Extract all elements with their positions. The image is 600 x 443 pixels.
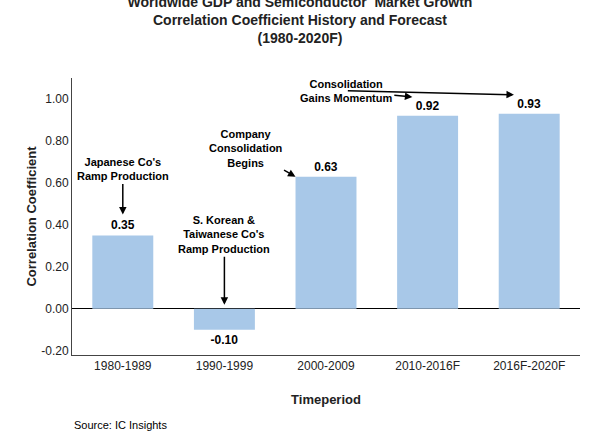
svg-text:-0.10: -0.10 [211,333,239,347]
svg-text:0.80: 0.80 [45,134,69,148]
svg-text:S. Korean &Taiwanese Co'sRamp: S. Korean &Taiwanese Co'sRamp Production [178,214,270,255]
svg-text:0.40: 0.40 [45,218,69,232]
svg-text:Japanese Co'sRamp Production: Japanese Co'sRamp Production [77,156,169,182]
svg-text:1990-1999: 1990-1999 [196,359,254,373]
svg-text:0.35: 0.35 [111,218,135,232]
svg-text:0.20: 0.20 [45,260,69,274]
svg-text:1980-1989: 1980-1989 [94,359,152,373]
svg-text:2010-2016F: 2010-2016F [395,359,460,373]
svg-text:2000-2009: 2000-2009 [297,359,355,373]
svg-text:0.60: 0.60 [45,176,69,190]
svg-text:Worldwide GDP and Semiconducto: Worldwide GDP and Semiconductor Market G… [128,0,473,46]
svg-text:0.93: 0.93 [517,97,541,111]
svg-text:CompanyConsolidationBegins: CompanyConsolidationBegins [209,128,283,169]
svg-text:Correlation Coefficient: Correlation Coefficient [24,146,39,287]
svg-text:Source: IC Insights: Source: IC Insights [74,419,167,431]
svg-text:Timeperiod: Timeperiod [291,392,361,407]
svg-text:-0.20: -0.20 [41,344,69,358]
svg-text:0.63: 0.63 [314,160,338,174]
svg-text:0.92: 0.92 [416,99,440,113]
svg-text:ConsolidationGains Momentum: ConsolidationGains Momentum [300,78,393,104]
svg-text:1.00: 1.00 [45,92,69,106]
svg-text:0.00: 0.00 [45,302,69,316]
svg-text:2016F-2020F: 2016F-2020F [493,359,565,373]
